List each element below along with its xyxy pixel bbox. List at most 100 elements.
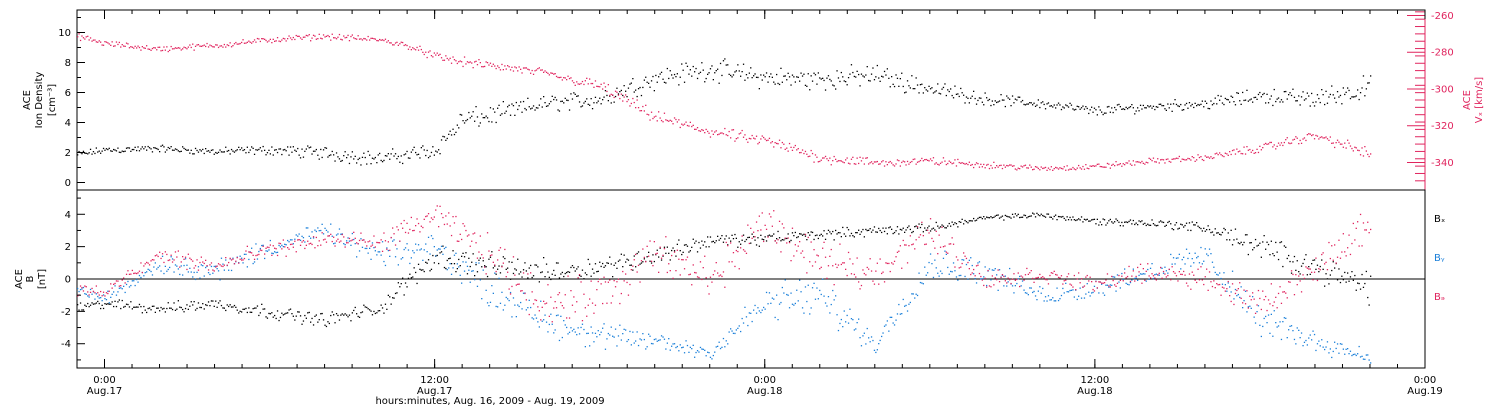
bz-point — [619, 302, 621, 305]
vx-point — [136, 47, 138, 49]
density-point — [1339, 94, 1342, 97]
bz-point — [173, 259, 175, 261]
bx-point — [239, 310, 241, 312]
density-point — [944, 83, 946, 85]
by-point — [1312, 330, 1314, 332]
bz-point — [732, 252, 735, 254]
bx-point — [924, 227, 926, 229]
vx-point — [1256, 148, 1258, 150]
vx-point — [101, 44, 103, 46]
density-point — [422, 145, 424, 147]
density-point — [1175, 103, 1178, 106]
density-point — [842, 76, 844, 78]
bx-point — [1049, 216, 1051, 218]
density-point — [758, 88, 760, 90]
by-point — [282, 246, 284, 248]
bx-point — [1190, 229, 1192, 232]
vx-point — [264, 38, 266, 40]
bx-point — [1161, 221, 1163, 223]
by-point — [932, 276, 935, 279]
density-point — [873, 79, 876, 81]
bx-point — [669, 259, 671, 261]
vx-point — [187, 46, 189, 48]
vx-point — [908, 163, 910, 165]
vx-point — [777, 143, 779, 145]
bx-point — [915, 225, 917, 227]
bz-point — [586, 315, 588, 317]
vx-point — [499, 69, 502, 71]
bz-point — [304, 247, 306, 250]
bz-point — [97, 292, 99, 294]
bx-point — [1083, 218, 1086, 220]
bx-point — [1126, 221, 1129, 224]
by-point — [347, 237, 349, 239]
by-point — [599, 334, 601, 336]
by-point — [1089, 295, 1091, 297]
bz-point — [832, 265, 834, 267]
density-point — [1213, 102, 1215, 105]
vx-point — [482, 66, 484, 68]
density-point — [1263, 92, 1265, 95]
bz-point — [200, 256, 202, 258]
bz-point — [599, 278, 601, 280]
vx-point — [392, 44, 394, 46]
density-point — [847, 77, 850, 79]
density-point — [361, 156, 364, 158]
by-point — [275, 251, 277, 254]
bx-point — [148, 307, 151, 309]
vx-point — [545, 71, 548, 73]
bx-point — [860, 231, 863, 233]
by-point — [1309, 334, 1311, 336]
density-point — [1370, 75, 1372, 77]
density-point — [1253, 96, 1255, 99]
density-point — [774, 83, 776, 85]
vx-point — [507, 65, 509, 67]
by-point — [847, 322, 850, 324]
density-point — [346, 157, 348, 159]
bz-point — [885, 262, 887, 264]
bx-point — [911, 231, 913, 234]
bx-point — [522, 269, 525, 271]
density-point — [551, 95, 553, 97]
vx-point — [622, 100, 624, 102]
vx-point — [709, 136, 712, 138]
density-point — [121, 150, 123, 152]
density-point — [1305, 98, 1307, 100]
bx-point — [381, 307, 384, 309]
bx-point — [439, 252, 441, 254]
by-point — [79, 289, 82, 291]
bx-point — [587, 258, 589, 261]
density-point — [505, 110, 507, 112]
bx-point — [954, 222, 956, 224]
by-point — [806, 300, 808, 303]
bx-point — [528, 267, 530, 269]
vx-point — [1243, 146, 1245, 148]
density-point — [685, 62, 687, 64]
vx-point — [977, 163, 979, 165]
by-point — [413, 252, 415, 254]
bz-point — [568, 317, 571, 319]
density-point — [1256, 98, 1258, 100]
density-point — [1149, 105, 1152, 107]
density-point — [206, 150, 208, 152]
density-point — [895, 74, 897, 76]
bx-point — [823, 230, 825, 232]
density-point — [420, 147, 422, 149]
bz-point — [386, 248, 388, 250]
bz-point — [824, 256, 827, 258]
density-point — [997, 101, 999, 103]
bx-point — [1158, 221, 1160, 223]
density-point — [298, 154, 300, 156]
density-point — [465, 120, 467, 122]
density-point — [893, 85, 896, 88]
density-point — [453, 133, 456, 136]
bz-point — [491, 254, 493, 256]
bz-point — [141, 271, 143, 274]
by-point — [171, 258, 174, 260]
vx-point — [111, 41, 113, 43]
by-point — [89, 288, 92, 291]
bx-point — [475, 264, 477, 266]
bz-point — [662, 254, 664, 256]
bz-point — [1174, 272, 1176, 274]
bx-point — [1234, 228, 1237, 230]
